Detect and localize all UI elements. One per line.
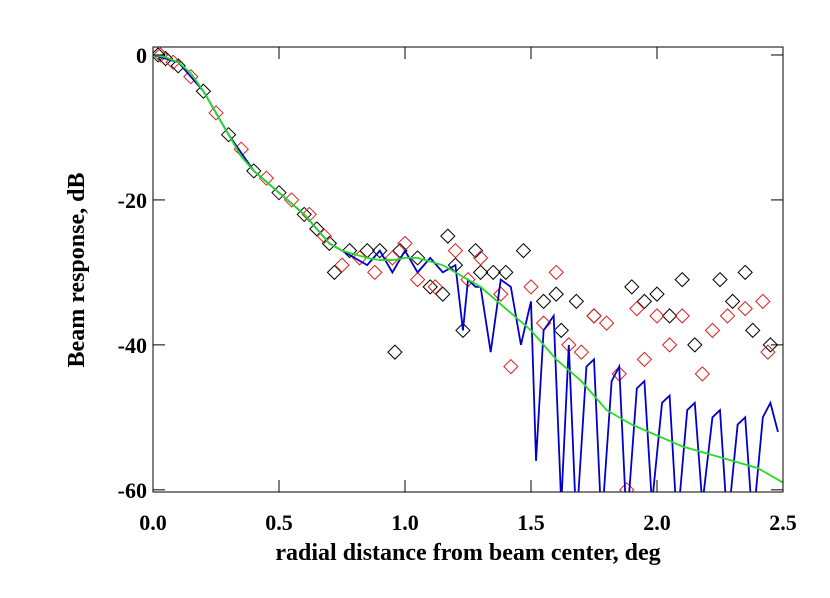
data-point: [427, 279, 443, 295]
data-point: [485, 264, 501, 281]
data-point: [649, 286, 665, 302]
x-tick-label: 2.5: [769, 510, 797, 535]
data-point: [745, 322, 761, 339]
data-point: [220, 126, 237, 143]
data-point: [455, 322, 471, 339]
data-point: [719, 308, 736, 324]
data-point: [568, 293, 585, 310]
data-point: [246, 163, 262, 179]
data-point: [687, 337, 703, 353]
data-point: [326, 264, 343, 281]
data-point: [447, 242, 464, 259]
data-point: [271, 184, 287, 201]
data-point: [535, 293, 552, 310]
data-point: [586, 308, 602, 324]
data-point: [737, 264, 753, 281]
data-point: [624, 279, 640, 295]
plot-area: [153, 47, 783, 492]
data-point: [170, 58, 186, 74]
data-point: [498, 264, 514, 281]
data-point: [309, 221, 325, 237]
data-point: [586, 308, 602, 324]
data-point: [674, 271, 690, 288]
data-point: [548, 286, 564, 302]
data-point: [548, 264, 564, 281]
data-point: [472, 250, 489, 266]
data-point: [712, 271, 728, 288]
data-point: [435, 286, 451, 302]
data-point: [553, 322, 569, 339]
data-point: [704, 322, 721, 339]
data-point: [598, 315, 615, 331]
data-point: [351, 250, 368, 266]
y-tick-label: -40: [118, 333, 147, 358]
x-axis-label: radial distance from beam center, deg: [275, 540, 660, 566]
data-point: [195, 83, 212, 99]
data-point: [153, 47, 169, 63]
data-point: [409, 271, 426, 288]
data-point: [649, 308, 665, 324]
data-point: [573, 344, 590, 360]
data-point: [372, 242, 388, 259]
x-tick-label: 1.5: [517, 510, 545, 535]
data-point: [467, 242, 484, 259]
data-point: [321, 235, 338, 252]
data-point: [523, 279, 539, 295]
data-point: [737, 300, 753, 317]
data-point: [636, 293, 653, 310]
data-point: [755, 293, 771, 310]
data-point: [316, 228, 333, 244]
data-point: [384, 250, 401, 266]
x-tick-label: 0.5: [265, 510, 293, 535]
data-point: [258, 170, 275, 186]
y-tick-label: 0: [136, 43, 147, 68]
data-point: [440, 228, 456, 244]
data-point: [334, 257, 350, 273]
data-point: [661, 337, 678, 353]
data-point: [629, 300, 645, 317]
data-point: [619, 482, 635, 492]
data-point: [367, 264, 383, 281]
data-line: [153, 54, 783, 484]
x-tick-label: 1.0: [391, 510, 419, 535]
data-point: [636, 351, 653, 368]
data-point: [515, 242, 532, 259]
data-point: [341, 242, 358, 259]
data-point: [694, 366, 711, 382]
data-point: [503, 358, 519, 375]
y-tick-label: -60: [118, 478, 147, 503]
data-point: [762, 337, 779, 353]
data-point: [183, 69, 199, 85]
plot-frame: [152, 46, 784, 493]
data-point: [387, 344, 403, 360]
x-tick-label: 0.0: [139, 510, 167, 535]
data-line: [153, 54, 779, 492]
data-point: [760, 344, 776, 360]
data-point: [472, 264, 489, 281]
x-tick-label: 2.0: [643, 510, 671, 535]
data-point: [422, 279, 438, 295]
data-point: [724, 293, 741, 310]
y-tick-label: -20: [118, 188, 147, 213]
data-point: [283, 192, 300, 208]
y-axis-label: Beam response, dB: [64, 173, 90, 368]
data-point: [208, 105, 224, 121]
data-point: [661, 308, 678, 324]
data-point: [409, 250, 426, 266]
data-point: [493, 286, 509, 302]
data-point: [674, 308, 690, 324]
data-point: [296, 206, 312, 223]
